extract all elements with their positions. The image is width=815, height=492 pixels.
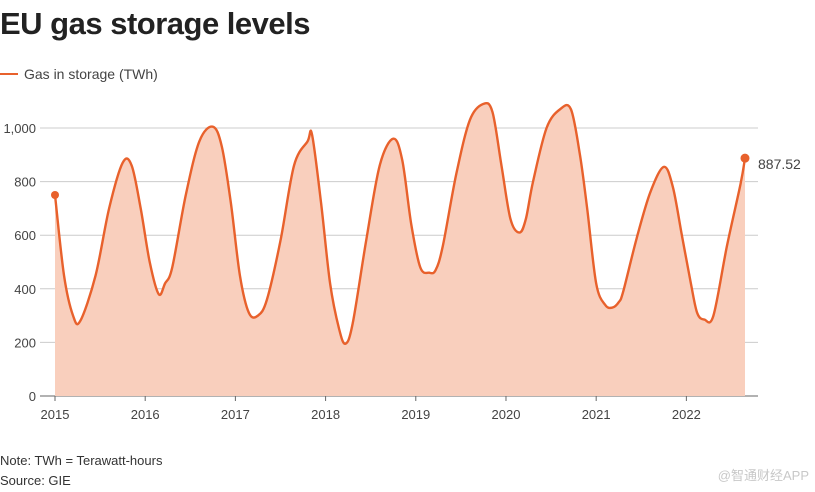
y-tick-label: 1,000	[3, 121, 36, 136]
area-layer	[53, 101, 747, 396]
chart-title: EU gas storage levels	[0, 6, 311, 41]
y-tick-label: 800	[14, 175, 36, 190]
x-axis: 2015 2016 2017 2018 2019 2020 2021 2022	[41, 396, 701, 422]
legend: Gas in storage (TWh)	[0, 64, 158, 84]
marks-layer: 887.52	[51, 153, 801, 199]
area-fill	[55, 103, 745, 396]
x-tick-label: 2021	[582, 407, 611, 422]
y-tick-label: 0	[29, 389, 36, 404]
x-tick-label: 2015	[41, 407, 70, 422]
x-tick-label: 2016	[131, 407, 160, 422]
end-point-dot	[740, 153, 750, 163]
watermark: @智通财经APP	[717, 468, 809, 483]
x-tick-label: 2020	[492, 407, 521, 422]
note-text: Note: TWh = Terawatt-hours	[0, 453, 163, 468]
y-tick-label: 200	[14, 335, 36, 350]
y-tick-label: 400	[14, 282, 36, 297]
legend-swatch	[0, 73, 18, 75]
x-tick-label: 2017	[221, 407, 250, 422]
x-tick-label: 2022	[672, 407, 701, 422]
x-tick-label: 2018	[311, 407, 340, 422]
start-point-dot	[51, 191, 59, 199]
series-line	[53, 101, 747, 345]
y-axis: 0 200 400 600 800 1,000	[3, 121, 36, 404]
legend-label: Gas in storage (TWh)	[24, 66, 158, 82]
end-value-label: 887.52	[758, 156, 801, 172]
source-text: Source: GIE	[0, 473, 71, 488]
x-tick-label: 2019	[401, 407, 430, 422]
y-tick-label: 600	[14, 228, 36, 243]
